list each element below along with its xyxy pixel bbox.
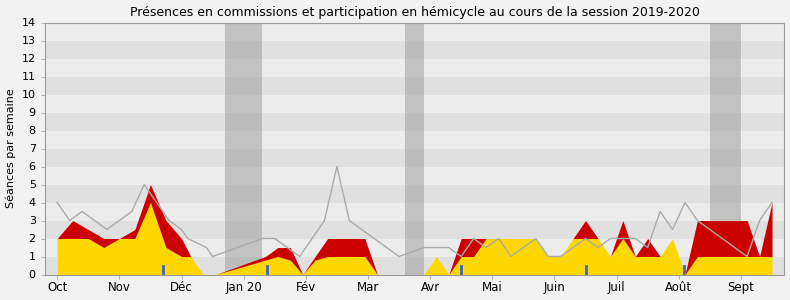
Bar <box>45 76 784 94</box>
Bar <box>45 256 784 274</box>
Bar <box>45 167 784 184</box>
Title: Présences en commissions et participation en hémicycle au cours de la session 20: Présences en commissions et participatio… <box>130 6 699 19</box>
Bar <box>45 148 784 166</box>
Bar <box>45 220 784 238</box>
Bar <box>45 238 784 256</box>
Bar <box>45 202 784 220</box>
Bar <box>45 58 784 76</box>
Bar <box>45 184 784 202</box>
Bar <box>45 22 784 40</box>
Bar <box>45 40 784 58</box>
Bar <box>45 94 784 112</box>
Bar <box>405 22 424 274</box>
Y-axis label: Séances par semaine: Séances par semaine <box>6 88 16 208</box>
Bar <box>45 130 784 148</box>
Bar <box>225 22 262 274</box>
Bar <box>45 112 784 130</box>
Bar <box>710 22 741 274</box>
